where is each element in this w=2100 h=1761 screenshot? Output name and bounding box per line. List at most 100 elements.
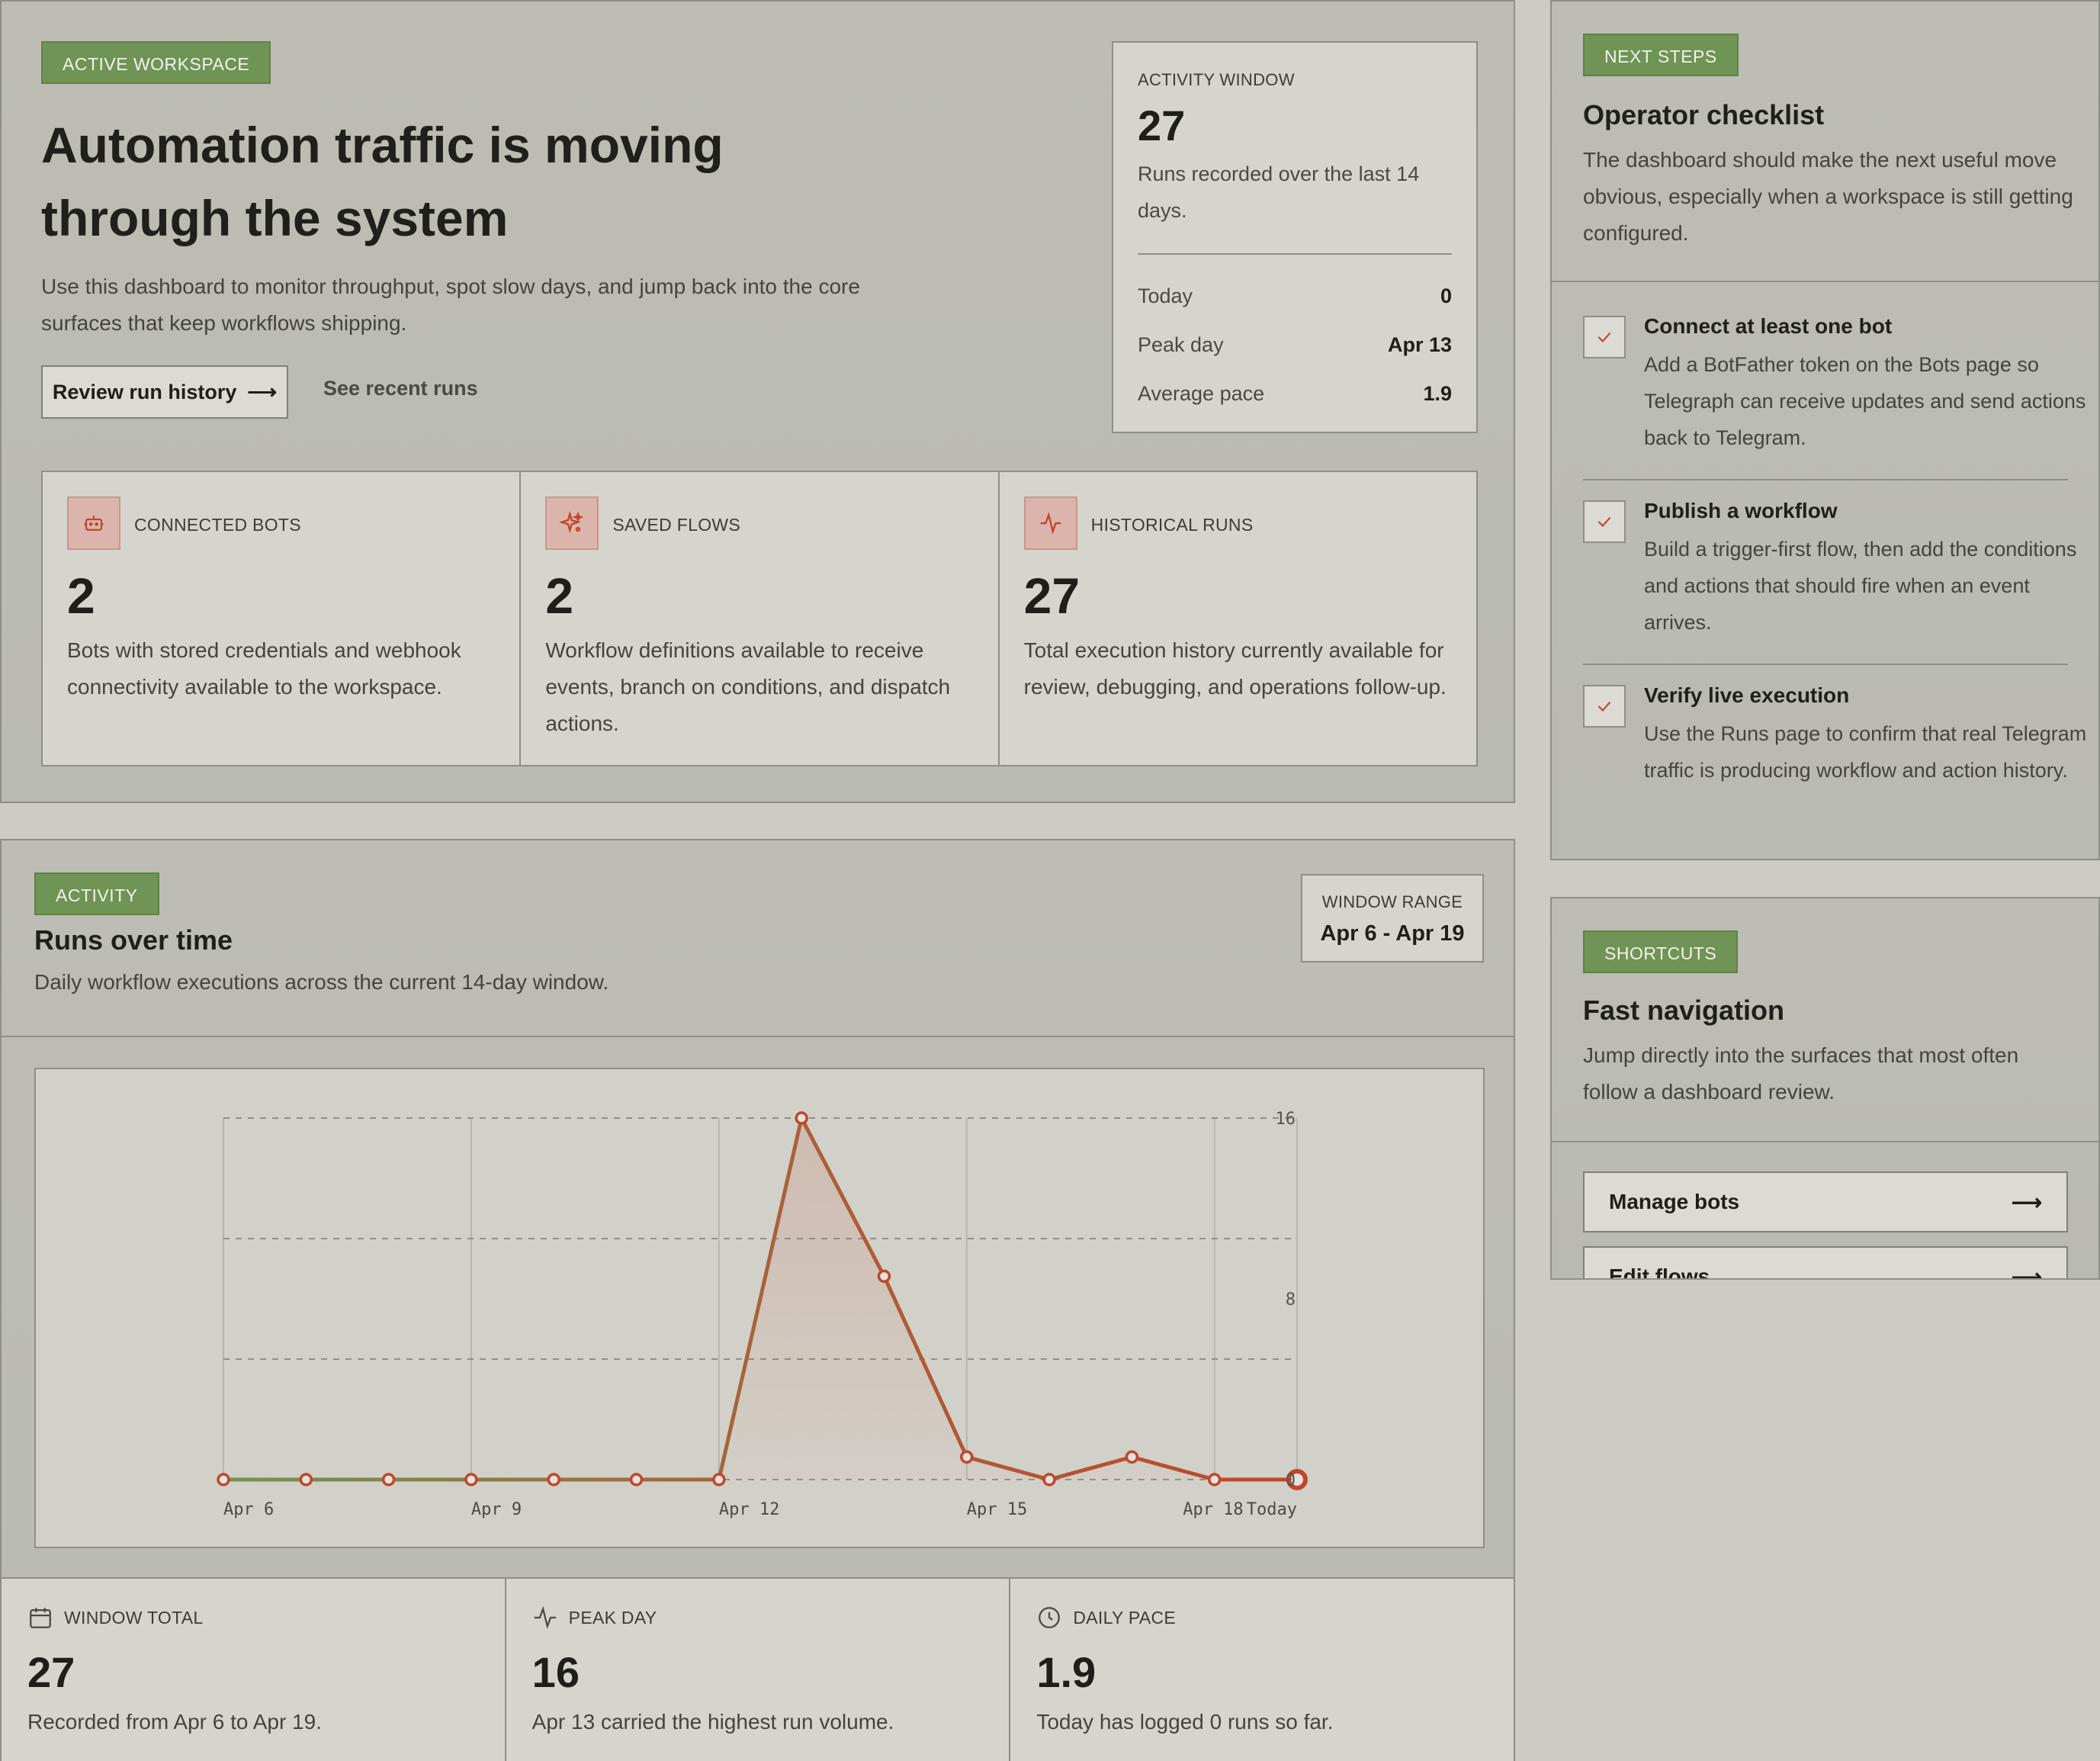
- stat-value: 2: [67, 567, 95, 624]
- check-icon: [1597, 516, 1611, 527]
- data-point: [629, 1473, 644, 1486]
- checklist-item-description: Add a BotFather token on the Bots page s…: [1644, 353, 2086, 449]
- stat-description: Workflow definitions available to receiv…: [545, 638, 951, 735]
- calendar-icon: [30, 1608, 51, 1628]
- stat-description: Bots with stored credentials and webhook…: [67, 638, 461, 699]
- stat-value: 1.9: [1036, 1648, 1097, 1696]
- divider: [1552, 281, 2098, 282]
- stat-label: PEAK DAY: [568, 1608, 657, 1628]
- stat-historical-runs: HISTORICAL RUNS 27 Total execution histo…: [1000, 472, 1476, 765]
- activity-panel: ACTIVITY Runs over time Daily workflow e…: [0, 839, 1515, 1761]
- bot-icon: [67, 496, 120, 550]
- checkbox[interactable]: [1583, 685, 1626, 728]
- x-tick-label: Apr 15: [967, 1500, 1027, 1519]
- x-tick-label: Apr 6: [223, 1500, 274, 1519]
- data-point: [1286, 1469, 1308, 1490]
- check-icon: [1597, 332, 1611, 342]
- checklist-description: The dashboard should make the next usefu…: [1583, 148, 2073, 245]
- pulse-icon: [1023, 496, 1077, 550]
- divider: [1552, 1141, 2098, 1142]
- checkbox[interactable]: [1583, 500, 1626, 543]
- next-steps-tag: NEXT STEPS: [1583, 34, 1739, 76]
- data-point: [877, 1269, 891, 1284]
- stat-label: CONNECTED BOTS: [134, 515, 301, 535]
- stat-row: CONNECTED BOTS 2 Bots with stored creden…: [41, 471, 1478, 766]
- runs-line: [223, 1116, 1297, 1482]
- y-tick-label: 0: [1286, 1471, 1296, 1490]
- stat-daily-pace: DAILY PACE 1.9 Today has logged 0 runs s…: [1010, 1579, 1514, 1761]
- y-tick-label: 8: [1286, 1290, 1296, 1310]
- arrow-right-icon: ⟶: [2011, 1265, 2042, 1280]
- stat-saved-flows: SAVED FLOWS 2 Workflow definitions avail…: [521, 472, 1000, 765]
- activity-window-label: ACTIVITY WINDOW: [1138, 70, 1295, 89]
- data-point: [464, 1473, 478, 1486]
- activity-stat-row: WINDOW TOTAL 27 Recorded from Apr 6 to A…: [2, 1577, 1514, 1761]
- active-workspace-tag: ACTIVE WORKSPACE: [41, 41, 271, 84]
- see-recent-runs-link[interactable]: See recent runs: [323, 377, 478, 400]
- checklist-item-title: Verify live execution: [1644, 683, 1850, 707]
- row-value: 1.9: [1423, 381, 1452, 405]
- activity-row-average-pace: Average pace 1.9: [1138, 378, 1452, 409]
- row-key: Peak day: [1138, 333, 1224, 356]
- manage-bots-button[interactable]: Manage bots ⟶: [1583, 1171, 2068, 1232]
- stat-description: Today has logged 0 runs so far.: [1036, 1710, 1334, 1734]
- hero-title: Automation traffic is moving through the…: [41, 117, 724, 246]
- x-tick-label: Apr 12: [719, 1500, 779, 1519]
- stat-label: DAILY PACE: [1073, 1608, 1177, 1628]
- row-value: 0: [1440, 284, 1452, 307]
- stat-label: WINDOW TOTAL: [64, 1608, 204, 1628]
- stat-peak-day: PEAK DAY 16 Apr 13 carried the highest r…: [506, 1579, 1011, 1761]
- divider: [1583, 479, 2068, 480]
- x-tick-label: Today: [1247, 1500, 1297, 1519]
- runs-over-time-title: Runs over time: [34, 924, 233, 956]
- activity-tag: ACTIVITY: [34, 872, 159, 915]
- clock-icon: [1039, 1607, 1061, 1628]
- stat-value: 2: [545, 567, 574, 624]
- hero-panel: ACTIVE WORKSPACE Automation traffic is m…: [0, 0, 1515, 803]
- checklist-item-description: Build a trigger-first flow, then add the…: [1644, 538, 2077, 634]
- window-range-value: Apr 6 - Apr 19: [1320, 921, 1465, 946]
- activity-window-value: 27: [1138, 101, 1186, 149]
- pulse-icon: [534, 1605, 556, 1630]
- edit-flows-label: Edit flows: [1609, 1265, 1710, 1280]
- stat-description: Total execution history currently availa…: [1023, 638, 1447, 699]
- runs-chart: 0 8 16 Apr 6 Apr 9 Apr 12 Apr 15 Apr 18 Today: [34, 1068, 1485, 1548]
- data-point: [712, 1473, 726, 1486]
- row-value: Apr 13: [1387, 333, 1452, 356]
- shortcuts-title: Fast navigation: [1583, 995, 1785, 1026]
- review-run-history-button[interactable]: Review run history ⟶: [41, 365, 288, 419]
- review-run-history-label: Review run history: [52, 380, 237, 403]
- shortcuts-tag: SHORTCUTS: [1583, 930, 1739, 973]
- activity-row-peak-day: Peak day Apr 13: [1138, 329, 1452, 360]
- manage-bots-label: Manage bots: [1609, 1190, 1740, 1213]
- stat-label: SAVED FLOWS: [612, 515, 741, 535]
- activity-window-card: ACTIVITY WINDOW 27 Runs recorded over th…: [1112, 41, 1478, 433]
- divider: [1138, 253, 1452, 255]
- window-range-label: WINDOW RANGE: [1321, 892, 1463, 911]
- x-tick-label: Apr 18: [1183, 1500, 1243, 1519]
- checkbox[interactable]: [1583, 316, 1626, 358]
- shortcuts-panel: SHORTCUTS Fast navigation Jump directly …: [1550, 897, 2100, 1280]
- stat-description: Apr 13 carried the highest run volume.: [531, 1710, 894, 1734]
- operator-checklist-panel: NEXT STEPS Operator checklist The dashbo…: [1550, 0, 2100, 860]
- stat-value: 16: [531, 1648, 580, 1696]
- divider: [2, 1036, 1514, 1037]
- sparkle-icon: [545, 496, 599, 550]
- arrow-right-icon: ⟶: [2011, 1190, 2042, 1214]
- data-point: [299, 1473, 313, 1486]
- check-icon: [1597, 701, 1611, 712]
- data-point: [1207, 1473, 1222, 1486]
- runs-over-time-description: Daily workflow executions across the cur…: [34, 970, 609, 994]
- stat-value: 27: [1023, 567, 1081, 624]
- checklist-item-title: Connect at least one bot: [1644, 314, 1893, 338]
- shortcuts-description: Jump directly into the surfaces that mos…: [1583, 1043, 2019, 1104]
- data-point: [795, 1111, 808, 1125]
- edit-flows-button[interactable]: Edit flows ⟶: [1583, 1246, 2068, 1280]
- stat-label: HISTORICAL RUNS: [1090, 515, 1254, 535]
- divider: [1583, 664, 2068, 665]
- hero-description: Use this dashboard to monitor throughput…: [41, 275, 860, 335]
- checklist-title: Operator checklist: [1583, 99, 1825, 130]
- stat-value: 27: [27, 1648, 75, 1696]
- y-tick-label: 16: [1276, 1110, 1296, 1129]
- data-point: [381, 1473, 396, 1486]
